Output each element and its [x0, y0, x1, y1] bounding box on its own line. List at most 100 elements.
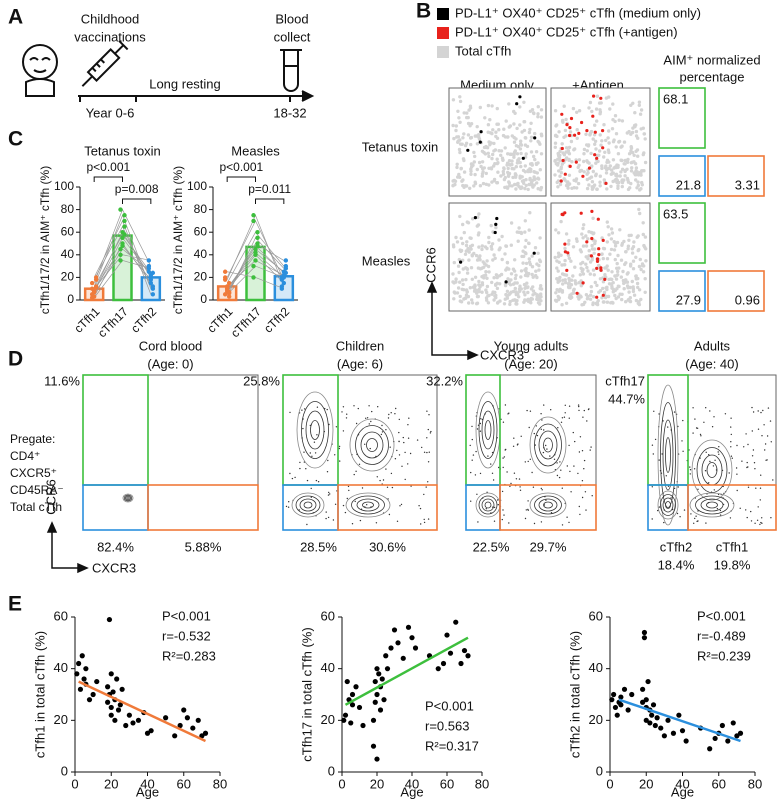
event-dot	[589, 285, 593, 289]
event-dot	[602, 123, 606, 127]
event-dot	[507, 102, 511, 106]
event-dot	[582, 416, 584, 418]
event-dot	[616, 284, 620, 288]
event-dot	[590, 109, 594, 114]
event-dot	[465, 240, 469, 244]
event-dot	[620, 184, 624, 189]
tube-icon	[280, 49, 302, 92]
data-point	[372, 678, 378, 685]
event-dot	[485, 508, 487, 510]
data-point	[74, 671, 80, 677]
event-dot	[585, 159, 589, 163]
event-dot	[491, 472, 494, 474]
event-dot	[489, 244, 493, 249]
event-dot	[599, 143, 603, 147]
event-dot	[481, 260, 485, 264]
donor-point	[150, 292, 156, 297]
x-tick-label: 0	[606, 776, 613, 791]
event-dot	[423, 493, 425, 496]
event-dot	[567, 173, 572, 177]
event-dot	[643, 137, 647, 141]
aim-event-dot	[585, 240, 589, 244]
event-dot	[536, 176, 540, 180]
event-dot	[573, 147, 577, 151]
event-dot	[472, 454, 475, 456]
event-dot	[496, 300, 500, 304]
data-point	[661, 733, 667, 739]
event-dot	[729, 517, 732, 519]
event-dot	[532, 486, 535, 488]
event-dot	[766, 435, 769, 437]
event-dot	[730, 441, 732, 443]
event-dot	[763, 424, 765, 426]
event-dot	[528, 127, 532, 132]
event-dot	[550, 409, 552, 411]
event-dot	[600, 164, 604, 168]
event-dot	[305, 468, 307, 470]
summary-header: percentage	[679, 69, 744, 84]
event-dot	[407, 437, 410, 439]
data-point	[658, 725, 664, 731]
panel-letter: B	[416, 0, 431, 23]
event-dot	[631, 101, 635, 106]
event-dot	[583, 300, 587, 304]
event-dot	[639, 108, 644, 112]
event-dot	[588, 293, 593, 297]
donor-point	[255, 230, 260, 235]
event-dot	[388, 513, 391, 516]
event-dot	[526, 290, 530, 295]
contour	[291, 492, 325, 518]
event-dot	[487, 240, 491, 245]
event-dot	[509, 272, 514, 276]
event-dot	[587, 183, 591, 187]
aim-event-dot	[581, 281, 585, 285]
data-point	[172, 733, 178, 739]
data-point	[86, 697, 93, 703]
event-dot	[590, 446, 592, 448]
event-dot	[770, 441, 772, 443]
event-dot	[590, 185, 594, 189]
event-dot	[595, 187, 599, 191]
event-dot	[355, 470, 357, 472]
event-dot	[299, 461, 301, 464]
event-dot	[610, 270, 614, 274]
event-dot	[590, 180, 595, 184]
pregate-label: Pregate:	[10, 432, 55, 446]
event-dot	[636, 285, 640, 290]
event-dot	[535, 275, 539, 280]
event-dot	[495, 122, 499, 126]
y-tick-label: 60	[194, 224, 208, 238]
event-dot	[562, 135, 566, 139]
event-dot	[631, 245, 636, 249]
data-point	[199, 733, 205, 739]
event-dot	[524, 251, 528, 256]
event-dot	[520, 435, 522, 437]
event-dot	[555, 266, 559, 270]
event-dot	[585, 265, 589, 270]
event-dot	[287, 506, 290, 508]
event-dot	[493, 148, 498, 152]
event-dot	[464, 277, 468, 282]
event-dot	[582, 152, 586, 156]
event-dot	[587, 249, 591, 253]
donor-point	[283, 258, 289, 263]
event-dot	[586, 420, 588, 422]
event-dot	[637, 300, 641, 304]
y-tick-label: 40	[194, 247, 208, 261]
event-dot	[400, 503, 403, 506]
event-dot	[535, 293, 539, 297]
event-dot	[560, 263, 564, 267]
data-point	[112, 717, 118, 723]
data-point	[123, 722, 129, 729]
aim-event-dot	[599, 266, 603, 270]
event-dot	[402, 436, 404, 439]
event-dot	[626, 247, 630, 251]
flow-plot-frame	[82, 374, 259, 531]
event-dot	[557, 169, 561, 173]
aim-event-dot	[595, 257, 600, 261]
event-dot	[665, 475, 667, 477]
event-dot	[764, 443, 767, 445]
event-dot	[467, 108, 471, 112]
event-dot	[670, 497, 672, 499]
data-point	[81, 676, 87, 682]
